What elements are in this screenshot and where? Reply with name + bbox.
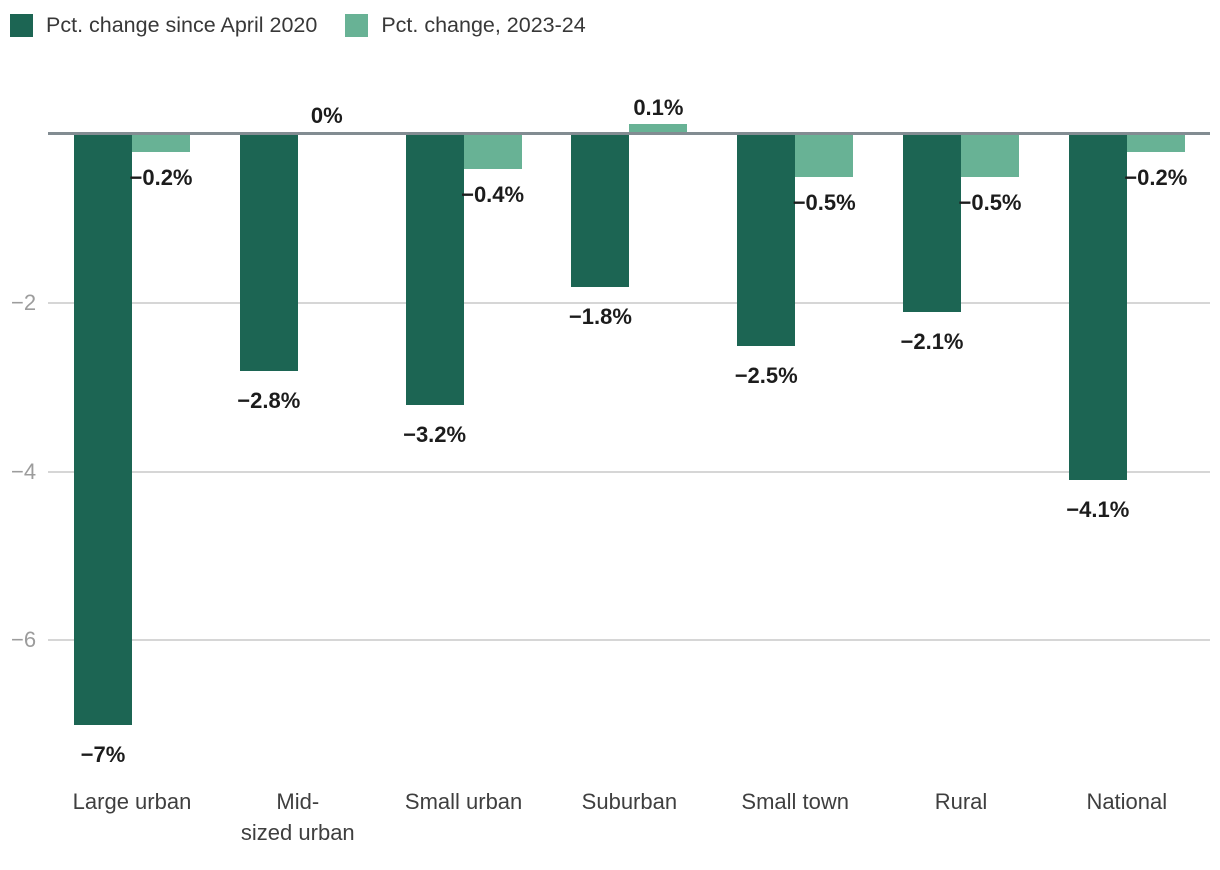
category-label-line: Rural <box>934 789 988 814</box>
category-label: Small urban <box>369 786 559 817</box>
gridline <box>48 302 1210 304</box>
category-label-line: Mid- <box>276 789 320 814</box>
value-label: −2.5% <box>734 363 798 388</box>
bar-since-april-2020 <box>405 135 464 405</box>
value-label: −0.2% <box>1124 165 1188 190</box>
category-label-line: Small urban <box>404 789 523 814</box>
legend-swatch-light-green <box>345 13 369 37</box>
category-label-line: National <box>1086 789 1168 814</box>
value-label: −2.8% <box>237 388 301 413</box>
category-label: National <box>1032 786 1220 817</box>
bar-2023-24 <box>1126 135 1185 152</box>
value-label: −0.2% <box>129 165 193 190</box>
category-label: Small town <box>700 786 890 817</box>
bar-since-april-2020 <box>239 135 298 371</box>
gridline <box>48 470 1210 473</box>
legend-label: Pct. change since April 2020 <box>46 13 318 37</box>
value-label: −3.2% <box>403 422 467 447</box>
bar-2023-24 <box>629 124 688 132</box>
value-label: 0% <box>310 103 343 128</box>
bar-since-april-2020 <box>1068 135 1127 480</box>
legend-label: Pct. change, 2023-24 <box>381 13 586 37</box>
bar-since-april-2020 <box>74 135 132 725</box>
y-axis-tick-label: −4 <box>11 458 37 484</box>
value-label: −7% <box>80 742 126 767</box>
bar-since-april-2020 <box>737 135 796 346</box>
legend: Pct. change since April 2020 Pct. change… <box>10 13 586 37</box>
legend-item-since-april-2020: Pct. change since April 2020 <box>10 13 317 37</box>
value-label: 0.1% <box>633 95 684 120</box>
value-label: −1.8% <box>568 304 632 329</box>
category-label-line: sized urban <box>240 820 355 845</box>
category-label: Large urban <box>37 786 227 817</box>
value-label: −2.1% <box>900 329 964 354</box>
legend-swatch-dark-green <box>10 13 33 37</box>
y-axis-tick-label: −2 <box>11 290 37 315</box>
zero-baseline <box>48 132 1210 135</box>
category-label: Rural <box>866 786 1056 817</box>
category-label: Mid-sized urban <box>203 786 393 848</box>
legend-item-2023-24: Pct. change, 2023-24 <box>345 13 586 37</box>
bar-2023-24 <box>132 135 190 152</box>
value-label: −4.1% <box>1066 497 1130 522</box>
category-label-line: Small town <box>741 789 849 814</box>
bar-since-april-2020 <box>903 135 961 312</box>
gridline <box>48 639 1210 641</box>
category-label-line: Suburban <box>581 789 678 814</box>
category-label-line: Large urban <box>72 789 192 814</box>
category-label: Suburban <box>534 786 724 817</box>
bar-2023-24 <box>463 135 522 169</box>
bar-since-april-2020 <box>571 135 630 287</box>
bar-2023-24 <box>961 135 1019 177</box>
value-label: −0.5% <box>958 190 1022 215</box>
bar-2023-24 <box>795 135 854 177</box>
y-axis-tick-label: −6 <box>11 627 37 652</box>
value-label: −0.4% <box>461 182 525 207</box>
value-label: −0.5% <box>792 190 856 215</box>
